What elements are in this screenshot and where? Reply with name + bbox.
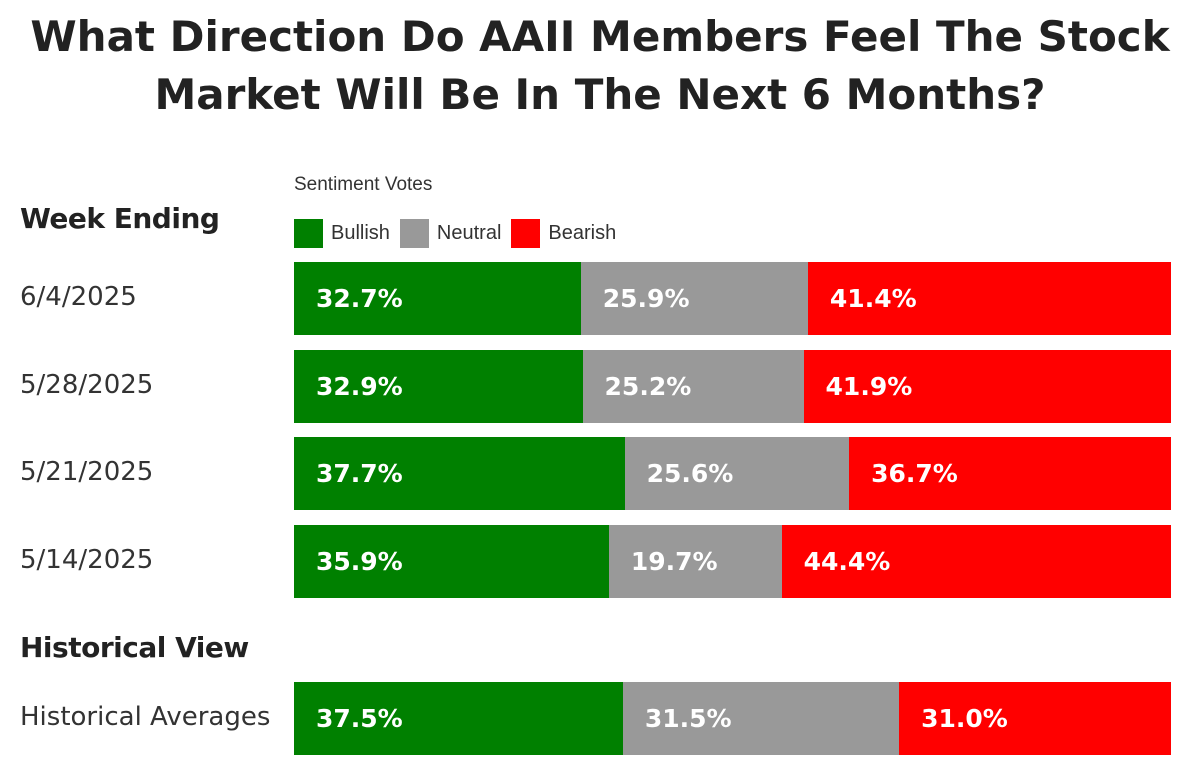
legend-label-bearish: Bearish <box>548 221 617 244</box>
legend-title: Sentiment Votes <box>294 174 433 195</box>
legend-item-neutral: Neutral <box>399 218 502 248</box>
legend: Bullish Neutral Bearish <box>294 218 626 248</box>
data-label-neutral: 19.7% <box>630 547 718 576</box>
stacked-bar-5-28-2025: 32.9% 25.2% 41.9% <box>294 350 1171 423</box>
stacked-bar-historical-averages: 37.5% 31.5% 31.0% <box>294 682 1171 755</box>
legend-swatch-neutral <box>399 218 429 248</box>
data-label-bearish: 41.9% <box>825 372 913 401</box>
row-label-historical-averages: Historical Averages <box>20 702 271 732</box>
data-label-bearish: 44.4% <box>803 547 891 576</box>
data-label-bullish: 37.5% <box>316 704 403 733</box>
data-label-bullish: 32.7% <box>316 284 403 313</box>
stacked-bar-5-14-2025: 35.9% 19.7% 44.4% <box>294 525 1171 598</box>
bar-segment-bullish: 32.9% <box>294 350 583 423</box>
data-label-bearish: 36.7% <box>871 459 958 488</box>
chart-title-line-1: What Direction Do AAII Members Feel The … <box>30 12 1170 61</box>
bar-segment-neutral: 25.9% <box>580 262 808 335</box>
stacked-bar-6-4-2025: 32.7% 25.9% 41.4% <box>294 262 1171 335</box>
bar-segment-neutral: 19.7% <box>608 525 782 598</box>
data-label-neutral: 25.9% <box>602 284 690 313</box>
bar-segment-bearish: 44.4% <box>781 525 1171 598</box>
row-label-5-14-2025: 5/14/2025 <box>20 545 154 575</box>
row-label-5-21-2025: 5/21/2025 <box>20 457 154 487</box>
stacked-bar-5-21-2025: 37.7% 25.6% 36.7% <box>294 437 1171 510</box>
data-label-neutral: 25.6% <box>646 459 734 488</box>
bar-segment-bearish: 31.0% <box>899 682 1171 755</box>
bar-segment-bearish: 41.4% <box>807 262 1171 335</box>
bar-segment-bullish: 35.9% <box>294 525 609 598</box>
legend-swatch-bullish <box>294 218 323 248</box>
data-label-neutral: 31.5% <box>644 704 732 733</box>
row-label-6-4-2025: 6/4/2025 <box>20 282 137 312</box>
legend-swatch-bearish <box>511 218 541 248</box>
data-label-bullish: 35.9% <box>316 547 403 576</box>
chart-title-line-2: Market Will Be In The Next 6 Months? <box>154 70 1046 119</box>
section-week-ending: Week Ending <box>20 202 220 235</box>
legend-label-bullish: Bullish <box>331 221 390 244</box>
bar-segment-bullish: 32.7% <box>294 262 581 335</box>
legend-item-bearish: Bearish <box>511 218 617 248</box>
data-label-neutral: 25.2% <box>604 372 692 401</box>
bar-segment-neutral: 31.5% <box>622 682 900 755</box>
data-label-bullish: 32.9% <box>316 372 403 401</box>
data-label-bearish: 31.0% <box>921 704 1008 733</box>
bar-segment-neutral: 25.2% <box>582 350 804 423</box>
bar-segment-bearish: 41.9% <box>803 350 1171 423</box>
data-label-bearish: 41.4% <box>829 284 917 313</box>
section-historical-view: Historical View <box>20 631 249 664</box>
bar-segment-bullish: 37.5% <box>294 682 623 755</box>
bar-segment-neutral: 25.6% <box>624 437 850 510</box>
bar-segment-bullish: 37.7% <box>294 437 625 510</box>
bar-segment-bearish: 36.7% <box>849 437 1171 510</box>
data-label-bullish: 37.7% <box>316 459 403 488</box>
chart-title: What Direction Do AAII Members Feel The … <box>0 8 1200 124</box>
legend-label-neutral: Neutral <box>436 221 502 244</box>
legend-item-bullish: Bullish <box>294 218 390 248</box>
row-label-5-28-2025: 5/28/2025 <box>20 370 154 400</box>
